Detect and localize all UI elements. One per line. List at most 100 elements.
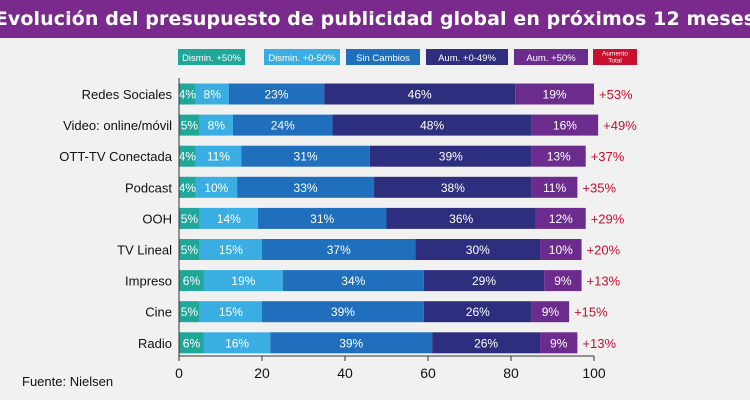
segment-value-label: 26% [474,336,498,350]
total-increase-label: +53% [599,87,633,102]
segment-value-label: 26% [466,305,490,319]
segment-value-label: 16% [225,336,249,350]
bar-segment [423,301,532,323]
segment-value-label: 5% [181,119,199,133]
segment-value-label: 13% [547,150,571,164]
legend-label: Dismin. +0-50% [268,53,336,64]
total-increase-label: +35% [582,180,616,195]
legend-label: Aum. +0-49% [438,53,496,64]
bar-segment [179,301,200,323]
segment-value-label: 34% [341,274,365,288]
segment-value-label: 31% [294,150,318,164]
segment-value-label: 4% [179,150,197,164]
bar-segment [369,145,532,167]
segment-value-label: 39% [331,305,355,319]
segment-value-label: 5% [181,212,199,226]
legend-label: Sin Cambios [356,53,410,64]
bar-segment [241,145,370,167]
segment-value-label: 9% [554,274,572,288]
total-increase-label: +29% [591,211,625,226]
bar-segment [282,270,424,292]
bar-segment [179,207,200,229]
segment-value-label: 6% [183,274,201,288]
category-label: OTT-TV Conectada [59,149,172,164]
x-tick-label: 40 [337,365,353,381]
segment-value-label: 5% [181,243,199,257]
segment-value-label: 48% [420,119,444,133]
total-increase-label: +15% [574,305,608,320]
bar-segment [332,114,532,136]
total-increase-label: +49% [603,118,637,133]
bar-segment [540,239,582,260]
legend-label: Dismin. +50% [182,53,241,64]
segment-value-label: 15% [219,305,243,319]
x-tick-label: 0 [175,365,183,381]
legend-label: Aumento [602,51,628,58]
bar-segment [423,270,545,292]
segment-value-label: 30% [466,243,490,257]
bar-segment [535,207,586,229]
segment-value-label: 19% [543,88,567,102]
bar-segment [531,145,586,167]
segment-value-label: 11% [543,181,566,195]
bar-segment [237,176,375,198]
legend-label: Total [608,58,622,65]
legend-swatch [178,49,245,65]
legend-swatch [426,49,508,65]
x-tick-label: 60 [420,365,436,381]
segment-value-label: 15% [219,243,243,257]
segment-value-label: 5% [181,305,199,319]
bar-segment [324,83,516,105]
total-increase-label: +13% [582,336,616,351]
category-label: Video: online/móvil [63,118,172,133]
segment-value-label: 38% [441,181,465,195]
bar-segment [179,176,196,198]
bar-segment [531,176,578,198]
segment-value-label: 16% [553,119,577,133]
legend-swatch [593,49,637,65]
category-label: Podcast [125,180,172,195]
bar-segment [179,114,200,136]
total-increase-label: +20% [587,243,621,258]
segment-value-label: 24% [271,119,295,133]
segment-value-label: 9% [542,305,560,319]
segment-value-label: 11% [207,150,230,164]
bar-segment [540,332,578,354]
bar-segment [195,145,242,167]
bar-segment [179,332,204,354]
segment-value-label: 39% [339,336,363,350]
bar-segment [199,207,258,229]
segment-value-label: 23% [265,88,289,102]
source-note: Fuente: Nielsen [22,374,114,389]
bar-segment [386,207,536,229]
bar-segment [262,239,416,260]
bar-segment [199,301,262,323]
segment-value-label: 46% [408,88,432,102]
legend-swatch [346,49,420,65]
bar-segment [203,270,283,292]
bar-segment [199,114,233,136]
segment-value-label: 10% [204,181,228,195]
segment-value-label: 36% [449,212,473,226]
title-bar: Evolución del presupuesto de publicidad … [0,0,750,38]
bar-segment [232,114,333,136]
bar-segment [432,332,541,354]
bar-segment [531,114,599,136]
bar-segment [179,270,204,292]
total-increase-label: +37% [591,149,625,164]
bar-segment [199,239,262,260]
category-label: Redes Sociales [82,87,173,102]
bar-segment [228,83,325,105]
bar-segment [195,83,229,105]
chart-title: Evolución del presupuesto de publicidad … [0,8,750,30]
legend-swatch [264,49,340,65]
category-label: Cine [145,305,172,320]
legend-swatch [514,49,588,65]
bar-segment [262,301,424,323]
segment-value-label: 8% [204,88,222,102]
segment-value-label: 8% [208,119,226,133]
segment-value-label: 9% [550,336,568,350]
bar-segment [544,270,582,292]
bar-segment [195,176,238,198]
